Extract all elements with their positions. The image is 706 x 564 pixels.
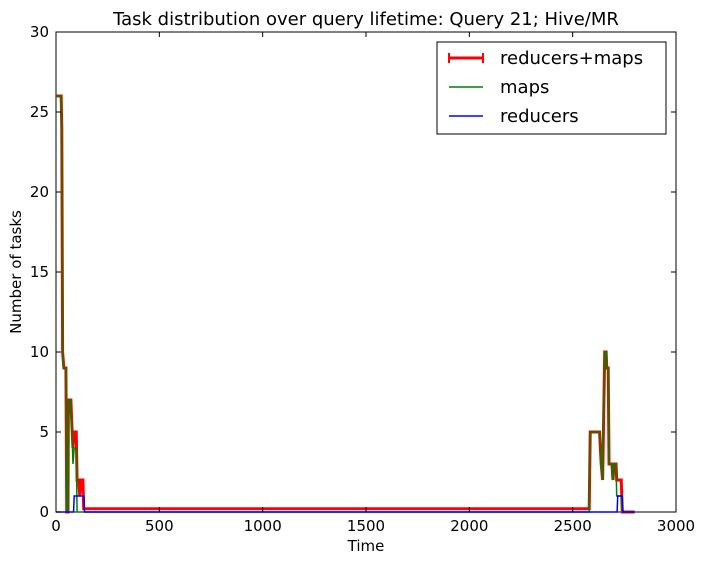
x-tick-label: 3000 xyxy=(657,517,695,535)
x-tick-label: 2000 xyxy=(450,517,488,535)
y-tick-label: 15 xyxy=(30,263,49,281)
y-axis-label: Number of tasks xyxy=(7,210,25,334)
y-tick-label: 10 xyxy=(30,343,49,361)
x-axis-label: Time xyxy=(347,537,385,555)
y-tick-label: 5 xyxy=(39,423,49,441)
y-tick-label: 20 xyxy=(30,183,49,201)
legend-label: reducers xyxy=(500,106,579,127)
y-tick-label: 25 xyxy=(30,103,49,121)
series-line-reducers xyxy=(56,495,635,513)
legend-label: reducers+maps xyxy=(500,48,643,69)
series-line-maps xyxy=(56,95,635,513)
legend: reducers+maps maps reducers xyxy=(436,41,667,135)
x-tick-label: 1500 xyxy=(347,517,385,535)
y-tick-label: 30 xyxy=(30,23,49,41)
ticks-layer: 0 500 1000 1500 2000 2500 3000 0 5 10 15 20 25 30 xyxy=(30,23,695,535)
legend-label: maps xyxy=(500,77,549,98)
x-tick-label: 0 xyxy=(51,517,61,535)
y-tick-label: 0 xyxy=(39,503,49,521)
series-layer xyxy=(56,94,635,514)
chart-title: Task distribution over query lifetime: Q… xyxy=(112,9,619,30)
x-tick-label: 2500 xyxy=(554,517,592,535)
x-tick-label: 1000 xyxy=(244,517,282,535)
x-tick-label: 500 xyxy=(145,517,174,535)
